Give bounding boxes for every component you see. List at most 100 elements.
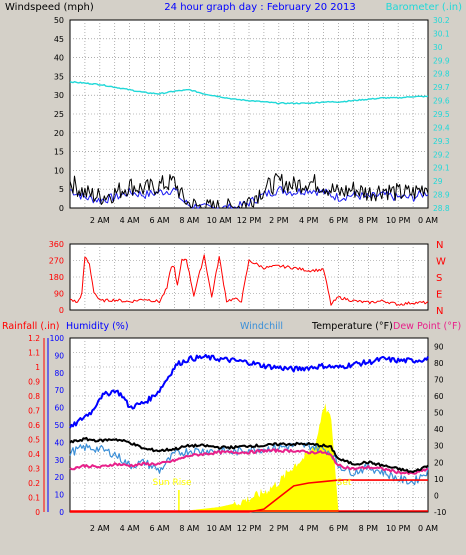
rain-y-tick-11: 1.1 xyxy=(28,349,40,358)
wind-direction-line xyxy=(69,254,429,306)
x-tick-label-3-9: 8 PM xyxy=(359,524,378,533)
baro-y-tick-0: 28.8 xyxy=(433,204,450,213)
baro-y-tick-4: 29.2 xyxy=(433,150,450,159)
x-tick-label-1-0: 2 AM xyxy=(90,216,110,225)
wind-speed-line xyxy=(69,173,429,209)
dewpoint-label: Dew Point (°F) xyxy=(393,321,461,332)
temp-y-tick-5: 40 xyxy=(434,425,444,434)
wind-y-tick-1: 5 xyxy=(59,185,64,194)
x-tick-label-3-7: 4 PM xyxy=(299,524,318,533)
rain-y-tick-9: 0.9 xyxy=(28,378,40,387)
compass-tick-3: E xyxy=(436,290,442,301)
rainfall-line xyxy=(70,479,428,513)
x-tick-label-1-8: 6 PM xyxy=(329,216,348,225)
barometer-line xyxy=(69,80,429,105)
x-tick-label-1-5: 12 PM xyxy=(237,216,262,225)
rain-y-tick-12: 1.2 xyxy=(28,334,40,343)
baro-y-tick-9: 29.7 xyxy=(433,83,450,92)
x-tick-label-3-3: 8 AM xyxy=(179,524,199,533)
x-tick-label-1-11: 0 AM xyxy=(418,216,438,225)
humidity-y-tick-6: 60 xyxy=(54,404,64,413)
humidity-y-tick-3: 30 xyxy=(54,456,64,465)
humidity-y-tick-5: 50 xyxy=(54,421,64,430)
dewpoint-line xyxy=(69,448,429,475)
humidity-y-tick-10: 100 xyxy=(50,334,65,343)
compass-tick-0: N xyxy=(436,240,443,251)
x-tick-label-1-2: 6 AM xyxy=(149,216,169,225)
temperature-line xyxy=(69,436,429,474)
wind-y-tick-0: 0 xyxy=(59,204,64,213)
x-tick-label-3-11: 0 AM xyxy=(418,524,438,533)
compass-tick-2: S xyxy=(436,273,442,284)
humidity-y-tick-0: 0 xyxy=(59,508,64,517)
x-tick-label-3-5: 12 PM xyxy=(237,524,262,533)
baro-y-tick-10: 29.8 xyxy=(433,70,450,79)
x-tick-label-1-6: 2 PM xyxy=(269,216,288,225)
wind-y-tick-6: 30 xyxy=(54,91,64,100)
temp-y-tick-8: 70 xyxy=(434,375,444,384)
rain-y-tick-7: 0.7 xyxy=(28,407,40,416)
direction-y-tick-3: 270 xyxy=(49,257,64,266)
wind-y-tick-5: 25 xyxy=(54,110,64,119)
temp-y-tick-7: 60 xyxy=(434,392,444,401)
wind-y-tick-7: 35 xyxy=(54,72,64,81)
humidity-y-tick-7: 70 xyxy=(54,386,64,395)
rain-y-tick-5: 0.5 xyxy=(28,436,40,445)
x-tick-label-3-8: 6 PM xyxy=(329,524,348,533)
x-tick-label-1-9: 8 PM xyxy=(359,216,378,225)
humidity-label: Humidity (%) xyxy=(66,321,129,332)
humidity-y-tick-9: 90 xyxy=(54,351,64,360)
wind-y-tick-3: 15 xyxy=(54,148,64,157)
baro-y-tick-12: 30 xyxy=(433,43,443,52)
direction-y-tick-1: 90 xyxy=(54,290,64,299)
wind-y-tick-9: 45 xyxy=(54,35,64,44)
wind-y-tick-8: 40 xyxy=(54,54,64,63)
windchill-label: Windchill xyxy=(240,321,283,332)
windspeed-title: Windspeed (mph) xyxy=(5,2,94,13)
rain-y-tick-1: 0.1 xyxy=(28,494,40,503)
x-tick-label-1-4: 10 AM xyxy=(207,216,232,225)
rain-y-tick-0: 0 xyxy=(35,508,40,517)
wind-y-tick-2: 10 xyxy=(54,166,64,175)
baro-y-tick-13: 30.1 xyxy=(433,29,450,38)
humidity-y-tick-2: 20 xyxy=(54,473,64,482)
direction-y-tick-2: 180 xyxy=(49,273,64,282)
rain-y-tick-2: 0.2 xyxy=(28,479,40,488)
x-tick-label-1-7: 4 PM xyxy=(299,216,318,225)
x-tick-label-3-1: 4 AM xyxy=(120,524,140,533)
rain-y-tick-8: 0.8 xyxy=(28,392,40,401)
compass-tick-4: N xyxy=(436,306,443,317)
sunset-label: Set xyxy=(337,478,352,488)
rain-y-tick-6: 0.6 xyxy=(28,421,40,430)
wind-y-tick-10: 50 xyxy=(54,16,64,25)
temp-y-tick-10: 90 xyxy=(434,342,444,351)
temp-y-tick-2: 10 xyxy=(434,475,444,484)
x-tick-label-1-3: 8 AM xyxy=(179,216,199,225)
x-tick-label-3-4: 10 AM xyxy=(207,524,232,533)
temp-y-tick-0: -10 xyxy=(434,508,446,517)
humidity-y-tick-4: 40 xyxy=(54,438,64,447)
humidity-y-tick-8: 80 xyxy=(54,369,64,378)
baro-y-tick-1: 28.9 xyxy=(433,191,450,200)
baro-y-tick-11: 29.9 xyxy=(433,56,450,65)
temp-y-tick-3: 20 xyxy=(434,458,444,467)
x-tick-label-3-2: 6 AM xyxy=(149,524,169,533)
temperature-label: Temperature (°F) xyxy=(311,321,393,332)
baro-y-tick-2: 29 xyxy=(433,177,443,186)
x-tick-label-1-1: 4 AM xyxy=(120,216,140,225)
baro-y-tick-3: 29.1 xyxy=(433,164,450,173)
rain-y-tick-10: 1 xyxy=(35,363,40,372)
rainfall-label: Rainfall (.in) xyxy=(2,321,59,332)
barometer-title: Barometer (.in) xyxy=(386,2,462,13)
temp-y-tick-6: 50 xyxy=(434,409,444,418)
chart-title: 24 hour graph day : February 20 2013 xyxy=(164,2,355,13)
x-tick-label-3-6: 2 PM xyxy=(269,524,288,533)
x-tick-label-1-10: 10 PM xyxy=(386,216,411,225)
baro-y-tick-5: 29.3 xyxy=(433,137,450,146)
baro-y-tick-7: 29.5 xyxy=(433,110,450,119)
baro-y-tick-6: 29.4 xyxy=(433,123,450,132)
temp-y-tick-1: 0 xyxy=(434,491,439,500)
rain-y-tick-3: 0.3 xyxy=(28,465,40,474)
